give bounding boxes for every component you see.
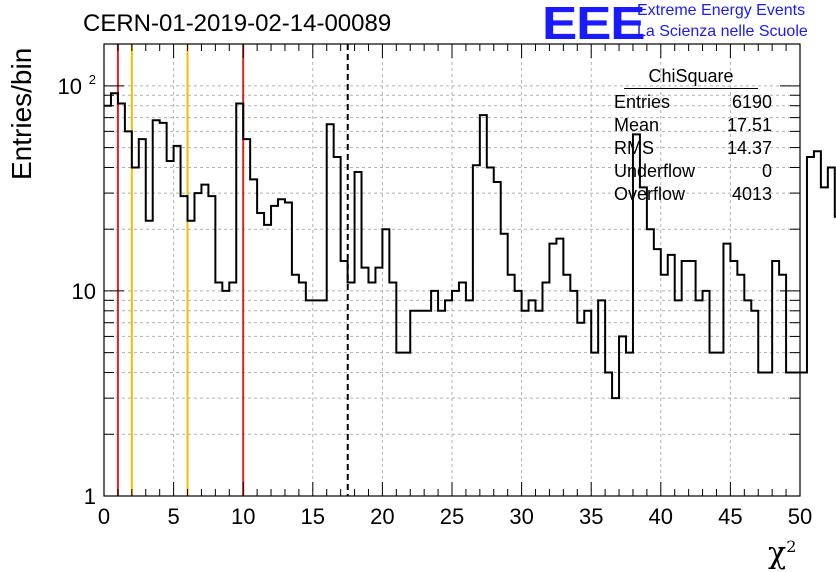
stats-label: RMS	[614, 138, 654, 158]
eee-logo: EEE	[542, 0, 646, 49]
stats-row-overflow: Overflow 4013	[614, 183, 772, 206]
stats-value: 14.37	[726, 138, 772, 158]
x-tick-label: 10	[231, 504, 255, 529]
axes: 0 5 10 15 20 25 30 35 40 45 50 1 10 10 2	[58, 43, 812, 529]
stats-row-underflow: Underflow 0	[614, 160, 772, 183]
y-tick-label: 10	[72, 279, 96, 304]
x-tick-label: 50	[788, 504, 812, 529]
stats-label: Mean	[614, 115, 660, 135]
stats-row-rms: RMS 14.37	[614, 137, 772, 160]
x-axis-label: χ2	[768, 536, 796, 571]
stats-header: ChiSquare	[624, 66, 758, 89]
y-tick-label-sup: 2	[89, 72, 96, 87]
chart-title: CERN-01-2019-02-14-00089	[83, 10, 392, 37]
stats-label: Underflow	[614, 161, 696, 181]
x-tick-label: 20	[370, 504, 394, 529]
stats-rows: Entries 6190 Mean 17.51 RMS 14.37 Underflow 0 Ov…	[614, 91, 772, 206]
x-tick-label: 35	[579, 504, 603, 529]
x-axis-label-base: χ	[768, 536, 787, 571]
stats-value: 0	[761, 161, 772, 181]
x-tick-label: 25	[440, 504, 464, 529]
histogram-series	[104, 92, 836, 400]
histogram-outline	[104, 92, 836, 400]
stats-value: 6190	[731, 92, 772, 112]
stats-box: ChiSquare Entries 6190 Mean 17.51 RMS 14.37 Un…	[614, 66, 772, 206]
x-tick-label: 0	[98, 504, 110, 529]
stats-row-entries: Entries 6190	[614, 91, 772, 114]
logo-text-line1: Extreme Energy Events	[637, 2, 806, 19]
y-tick-label: 10	[58, 74, 82, 99]
stats-value: 17.51	[726, 115, 772, 135]
logo-text-line2: La Scienza nelle Scuole	[637, 23, 808, 40]
x-axis-label-sup: 2	[786, 537, 797, 556]
x-tick-label: 5	[167, 504, 179, 529]
stats-label: Entries	[614, 92, 671, 112]
y-tick-label: 1	[84, 484, 96, 509]
x-tick-label: 40	[649, 504, 673, 529]
stats-row-mean: Mean 17.51	[614, 114, 772, 137]
stats-label: Overflow	[614, 184, 686, 204]
stats-value: 4013	[731, 184, 772, 204]
x-tick-label: 15	[301, 504, 325, 529]
x-tick-label: 30	[509, 504, 533, 529]
x-tick-label: 45	[718, 504, 742, 529]
